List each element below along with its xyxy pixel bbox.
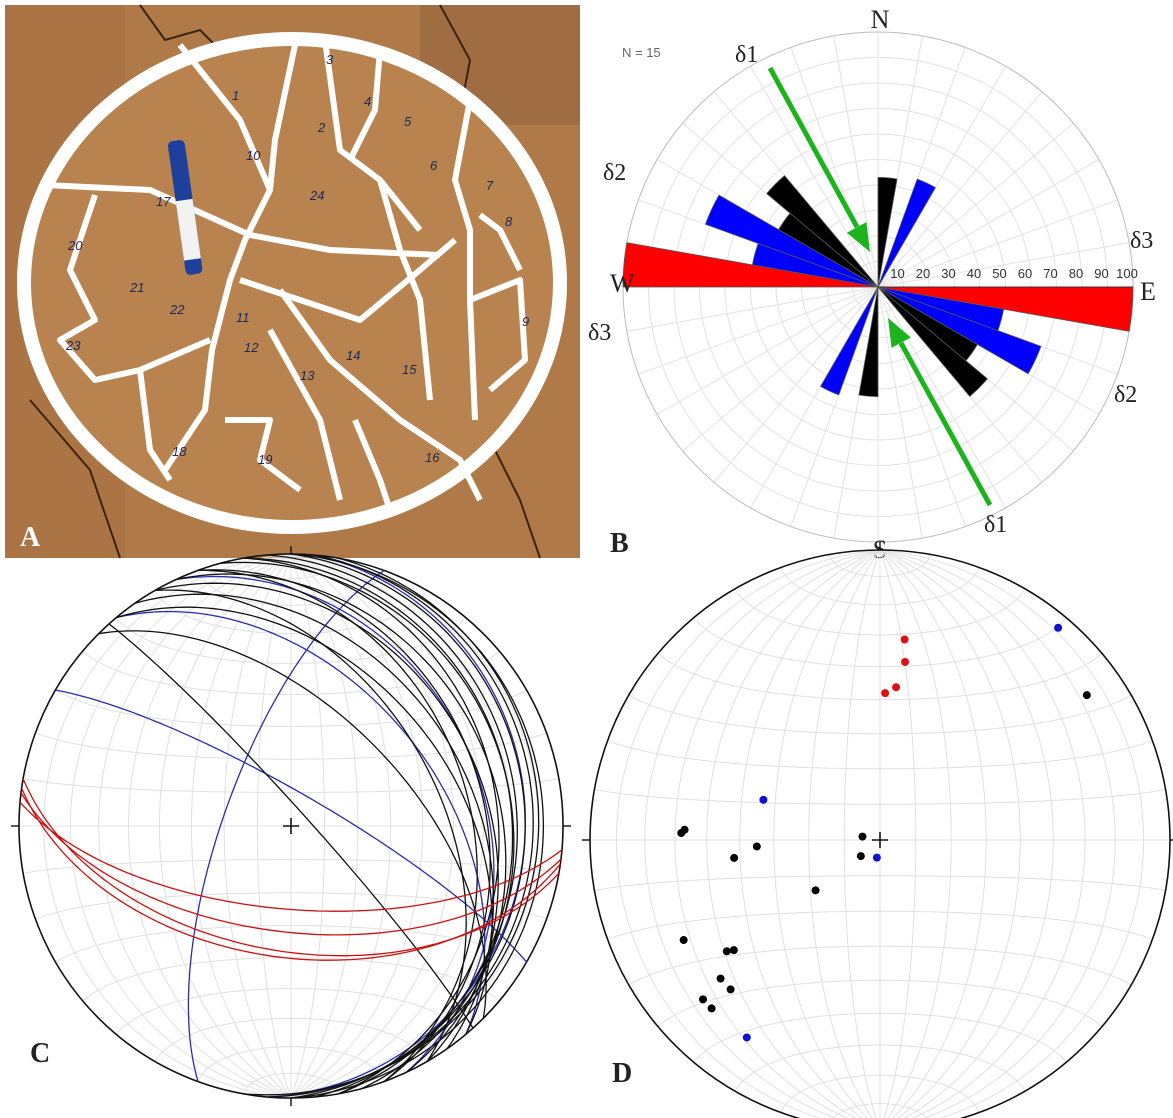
panel-label: D (612, 1058, 632, 1089)
photo-mark: 23 (65, 338, 81, 353)
radial-tick-label: 20 (916, 266, 930, 281)
photo-mark: 19 (258, 452, 272, 467)
pole-point (759, 796, 767, 804)
photo-mark: 22 (169, 302, 185, 317)
pole-point (717, 975, 725, 983)
stress-label: δ2 (1114, 382, 1137, 408)
radial-tick-label: 80 (1069, 266, 1083, 281)
radial-tick-label: 90 (1094, 266, 1108, 281)
radial-tick-label: 40 (967, 266, 981, 281)
pole-point (723, 947, 731, 955)
net-grid (880, 550, 986, 1118)
photo-mark: 4 (364, 94, 371, 109)
photo-mark: 14 (346, 348, 360, 363)
pole-point (680, 936, 688, 944)
net-grid (880, 550, 1085, 1118)
photo-mark: 21 (129, 280, 144, 295)
stress-label: δ2 (603, 160, 626, 186)
radial-tick-label: 50 (992, 266, 1006, 281)
stress-label: δ1 (984, 512, 1007, 538)
photo-mark: 11 (236, 310, 250, 325)
pole-point (873, 854, 881, 862)
pole-point (727, 985, 735, 993)
net-grid (675, 550, 880, 1118)
center-cross (872, 832, 888, 848)
pole-point (858, 833, 866, 841)
panel-label: A (20, 522, 41, 553)
photo-mark: 2 (317, 120, 326, 135)
photo-mark: 12 (244, 340, 259, 355)
photo (5, 5, 580, 558)
photo-mark: 24 (309, 188, 324, 203)
pole-point (901, 658, 909, 666)
photo-mark: 7 (486, 178, 494, 193)
compass-label: E (1140, 277, 1156, 306)
radial-tick-label: 10 (890, 266, 904, 281)
radial-tick-label: 60 (1018, 266, 1032, 281)
pole-point (743, 1033, 751, 1041)
pole-point (1083, 691, 1091, 699)
photo-mark: 16 (425, 450, 440, 465)
pole-point (681, 826, 689, 834)
net-grid (616, 550, 880, 1118)
photo-mark: 10 (246, 148, 261, 163)
pole-point (857, 852, 865, 860)
photo-mark: 9 (522, 314, 529, 329)
panel-label: B (610, 528, 629, 559)
net-grid (880, 550, 1053, 1118)
panel-label: C (30, 1038, 50, 1069)
pole-point (1054, 624, 1062, 632)
radial-tick-label: 70 (1043, 266, 1057, 281)
stress-label: δ3 (588, 320, 611, 346)
pole-point (699, 995, 707, 1003)
pole-point (708, 1004, 716, 1012)
photo-mark: 15 (402, 362, 417, 377)
pole-point (730, 946, 738, 954)
pole-point (753, 842, 761, 850)
great-circle (99, 631, 486, 1018)
photo-mark: 3 (326, 52, 334, 67)
pole-point (901, 636, 909, 644)
compass-label: W (610, 269, 635, 298)
photo-mark: 5 (404, 114, 412, 129)
photo-mark: 1 (232, 88, 239, 103)
photo-mark: 17 (156, 194, 171, 209)
net-grid (880, 550, 1144, 1118)
photo-mark: 13 (300, 368, 315, 383)
photo-mark: 20 (67, 238, 83, 253)
sample-count: N = 15 (622, 45, 661, 60)
figure: A 12345678910111213141516171819202122232… (0, 0, 1173, 1118)
page: {"photo":{"label":"A","marks":["1","2","… (0, 0, 1173, 1118)
center-cross (283, 818, 299, 834)
pole-point (881, 689, 889, 697)
stress-label: δ1 (735, 42, 758, 68)
compass-label: N (871, 5, 890, 34)
photo-mark: 6 (430, 158, 438, 173)
radial-tick-label: 100 (1116, 266, 1138, 281)
pole-point (812, 886, 820, 894)
radial-tick-label: 30 (941, 266, 955, 281)
photo-mark: 8 (505, 214, 513, 229)
net-grid (707, 550, 880, 1118)
pole-point (730, 854, 738, 862)
pole-point (892, 683, 900, 691)
photo-mark: 18 (172, 444, 187, 459)
stress-label: δ3 (1130, 228, 1153, 254)
